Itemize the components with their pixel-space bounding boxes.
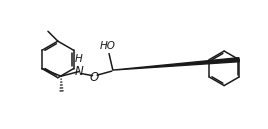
Text: O: O	[90, 71, 99, 84]
Text: HO: HO	[100, 41, 116, 51]
Text: N: N	[75, 65, 83, 78]
Polygon shape	[113, 58, 239, 70]
Text: H: H	[75, 54, 83, 64]
